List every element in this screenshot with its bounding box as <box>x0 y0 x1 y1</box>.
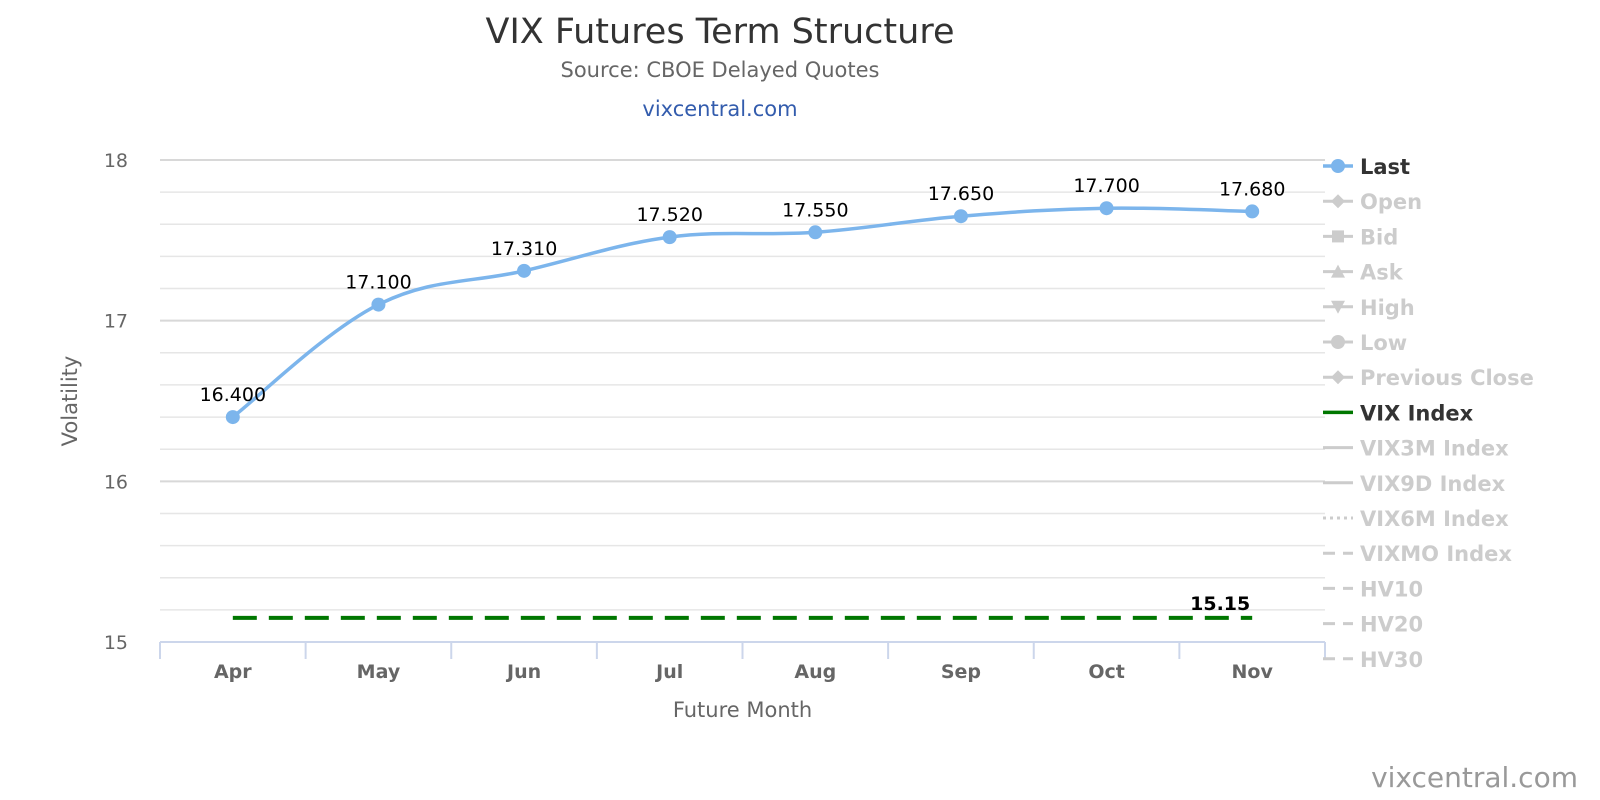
last-point[interactable] <box>371 297 386 312</box>
grid-lines <box>160 159 1325 643</box>
last-data-label: 17.680 <box>1219 178 1285 200</box>
legend-marker <box>1332 230 1344 243</box>
last-data-label: 17.100 <box>345 272 411 294</box>
legend-label: HV10 <box>1360 577 1423 601</box>
last-point[interactable] <box>1099 201 1114 216</box>
legend-item[interactable]: Open <box>1323 190 1422 214</box>
legend-label: VIX9D Index <box>1360 472 1506 496</box>
legend-marker <box>1331 159 1345 173</box>
legend-item[interactable]: HV20 <box>1323 613 1423 637</box>
legend-marker <box>1331 264 1345 278</box>
legend-item[interactable]: HV10 <box>1323 577 1423 601</box>
legend-marker <box>1331 300 1345 314</box>
legend-marker <box>1331 370 1345 385</box>
legend-item[interactable]: Bid <box>1323 225 1398 249</box>
last-point[interactable] <box>953 209 968 224</box>
legend-label: Ask <box>1360 261 1404 285</box>
legend-label: VIX Index <box>1360 401 1474 425</box>
legend-item[interactable]: HV30 <box>1323 648 1423 672</box>
legend-label: Last <box>1360 155 1410 179</box>
x-axis: Apr May Jun Jul Aug Sep Oct Nov Future Month <box>159 641 1326 722</box>
y-axis: 15 16 17 18 Volatility <box>58 150 128 654</box>
x-tick-label: Nov <box>1232 661 1274 683</box>
site-link[interactable]: vixcentral.com <box>642 97 798 121</box>
legend-marker <box>1331 335 1345 349</box>
last-point[interactable] <box>808 225 823 240</box>
legend-marker <box>1331 194 1345 209</box>
legend-item[interactable]: Ask <box>1323 261 1404 285</box>
legend-item[interactable]: VIX Index <box>1323 401 1474 425</box>
legend-item[interactable]: VIXMO Index <box>1323 542 1512 566</box>
y-tick-label: 16 <box>104 471 128 493</box>
x-tick-label: Sep <box>941 661 981 683</box>
legend-label: Bid <box>1360 225 1398 249</box>
x-tick-label: Jul <box>654 661 683 683</box>
legend: Last Open Bid Ask High Low Previous Close VIX I… <box>1323 155 1534 672</box>
legend-label: VIX6M Index <box>1360 507 1509 531</box>
last-data-label: 16.400 <box>200 384 266 406</box>
chart-subtitle: Source: CBOE Delayed Quotes <box>560 58 880 82</box>
legend-label: HV30 <box>1360 648 1423 672</box>
x-tick-label: Jun <box>505 661 541 683</box>
legend-label: VIX3M Index <box>1360 437 1509 461</box>
last-data-label: 17.550 <box>782 199 848 221</box>
last-data-label: 17.520 <box>636 204 702 226</box>
legend-item[interactable]: VIX9D Index <box>1323 472 1506 496</box>
legend-item[interactable]: Low <box>1323 331 1407 355</box>
chart-title: VIX Futures Term Structure <box>485 12 955 52</box>
credit-text[interactable]: vixcentral.com <box>1371 761 1578 794</box>
y-axis-title: Volatility <box>58 356 82 447</box>
legend-item[interactable]: VIX6M Index <box>1323 507 1509 531</box>
legend-label: HV20 <box>1360 613 1423 637</box>
last-data-label: 17.310 <box>491 238 557 260</box>
legend-item[interactable]: VIX3M Index <box>1323 437 1509 461</box>
x-tick-label: May <box>357 661 401 683</box>
last-point[interactable] <box>1245 204 1260 219</box>
legend-item[interactable]: Previous Close <box>1323 366 1534 390</box>
last-data-label: 17.650 <box>928 183 994 205</box>
series-last: 16.400 17.100 17.310 17.520 17.550 17.650 17.7… <box>200 175 1285 425</box>
legend-label: Low <box>1360 331 1407 355</box>
x-tick-label: Aug <box>794 661 836 683</box>
last-point[interactable] <box>225 410 240 425</box>
legend-label: High <box>1360 296 1415 320</box>
legend-label: VIXMO Index <box>1360 542 1512 566</box>
x-tick-label: Apr <box>214 661 252 683</box>
y-tick-label: 17 <box>104 311 128 333</box>
last-series-line[interactable] <box>231 206 1253 419</box>
legend-label: Open <box>1360 190 1422 214</box>
series-vix-index: 15.15 <box>232 593 1253 620</box>
legend-label: Previous Close <box>1360 366 1534 390</box>
legend-item[interactable]: High <box>1323 296 1415 320</box>
vix-index-data-label: 15.15 <box>1190 593 1250 615</box>
y-tick-label: 18 <box>104 150 128 172</box>
x-tick-label: Oct <box>1088 661 1125 683</box>
last-point[interactable] <box>517 263 532 278</box>
y-tick-label: 15 <box>104 632 128 654</box>
legend-item[interactable]: Last <box>1323 155 1410 179</box>
x-axis-title: Future Month <box>673 698 812 722</box>
last-data-label: 17.700 <box>1073 175 1139 197</box>
last-point[interactable] <box>662 230 677 245</box>
